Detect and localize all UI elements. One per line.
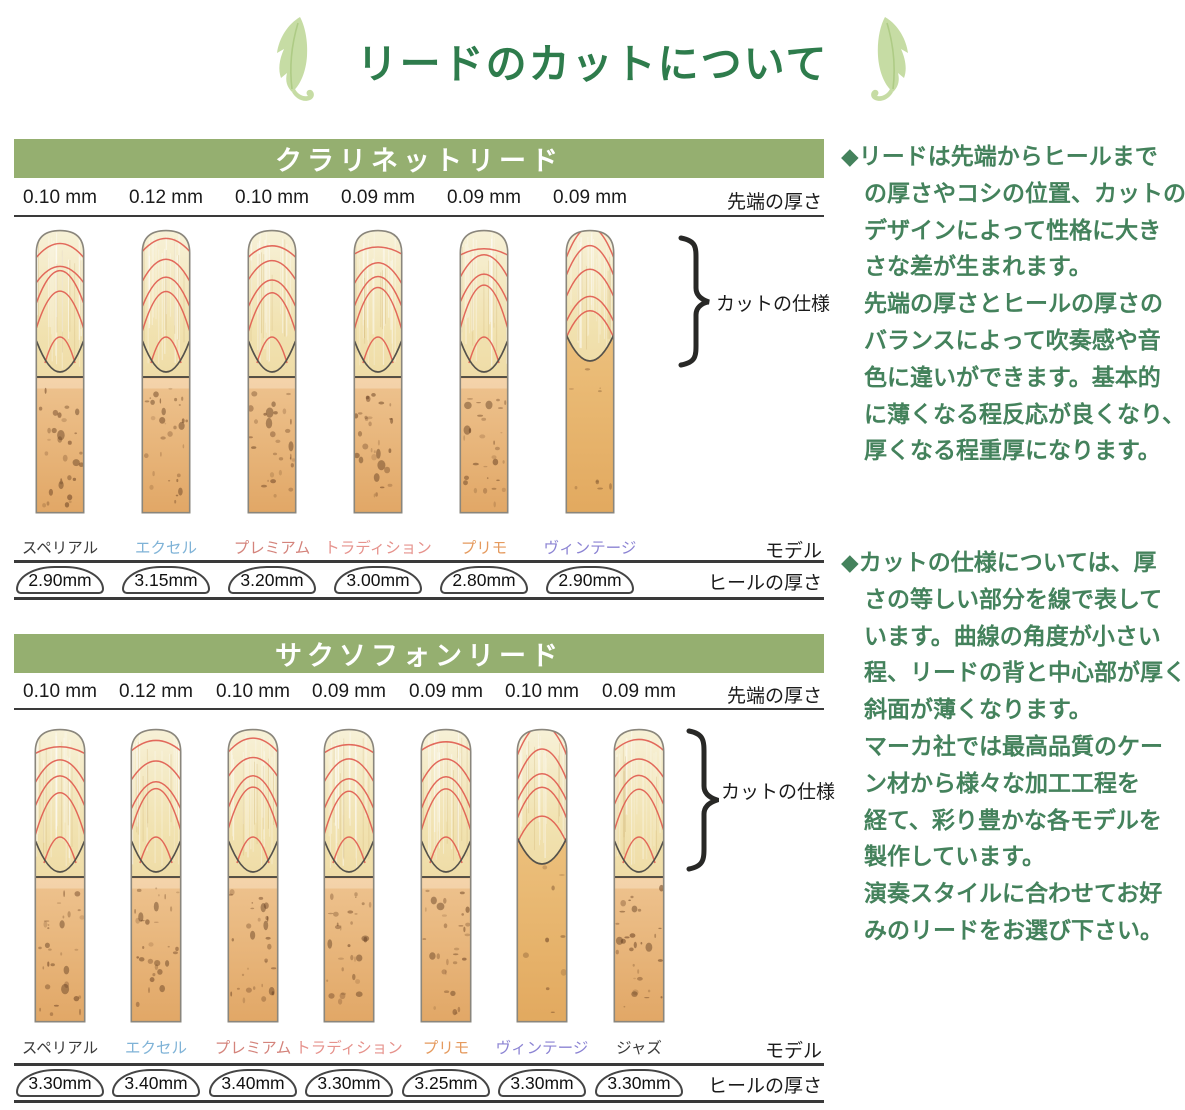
tip-thickness-row-clarinet: 0.10 mm 0.12 mm 0.10 mm 0.09 mm 0.09 mm 0.09 … [14, 187, 824, 217]
model-row-clarinet: スペリアル エクセル プレミアム トラディション プリモ ヴィンテージ モデル [14, 536, 824, 566]
model-name: スペリアル [21, 1040, 99, 1057]
reed-トラディション [353, 228, 403, 519]
reed-image [613, 728, 665, 1023]
heel-thickness-badge: 3.25mm [402, 1069, 490, 1097]
model-name: プリモ [422, 1040, 470, 1057]
heel-thickness-badge: 2.90mm [16, 566, 104, 594]
reed-プレミアム [227, 727, 279, 1028]
tip-thickness-row-saxophone: 0.10 mm 0.12 mm 0.10 mm 0.09 mm 0.09 mm 0.10 … [14, 681, 824, 711]
tip-thickness-value: 0.09 mm [409, 681, 483, 702]
model-name: エクセル [124, 1040, 188, 1057]
reed-トラディション [323, 727, 375, 1028]
heel-thickness-badge: 3.30mm [16, 1069, 104, 1097]
page-title: リードのカットについて [356, 41, 829, 87]
reed-image [565, 229, 615, 514]
divider-line [14, 215, 824, 217]
heel-thickness-badge: 2.80mm [440, 566, 528, 594]
reed-プリモ [420, 727, 472, 1028]
heel-thickness-badge: 3.20mm [228, 566, 316, 594]
heel-thickness-badge: 3.30mm [498, 1069, 586, 1097]
heel-thickness-badge: 3.40mm [112, 1069, 200, 1097]
brace-icon [675, 235, 711, 373]
divider-line [14, 560, 824, 563]
tip-thickness-value: 0.12 mm [119, 681, 193, 702]
reed-image [323, 728, 375, 1023]
tip-thickness-value: 0.10 mm [23, 187, 97, 208]
tip-thickness-value: 0.09 mm [341, 187, 415, 208]
model-name: トラディション [295, 1040, 403, 1057]
heel-thickness-label: ヒールの厚さ [707, 573, 822, 594]
cut-spec-label: カットの仕様 [716, 294, 831, 315]
reed-エクセル [141, 228, 191, 519]
leaf-icon-right [866, 15, 918, 105]
page-header: リードのカットについて [0, 12, 1185, 108]
reed-エクセル [130, 727, 182, 1028]
reed-image [35, 229, 85, 514]
model-name: ヴィンテージ [495, 1040, 589, 1057]
divider-line [14, 1100, 824, 1103]
tip-thickness-value: 0.12 mm [129, 187, 203, 208]
reed-image [459, 229, 509, 514]
reed-ヴィンテージ [516, 727, 568, 1028]
heel-thickness-badge: 3.40mm [209, 1069, 297, 1097]
tip-thickness-value: 0.09 mm [602, 681, 676, 702]
heel-thickness-badge: 3.30mm [305, 1069, 393, 1097]
leaf-icon-left [267, 15, 319, 105]
tip-thickness-label: 先端の厚さ [726, 192, 822, 213]
note-paragraph-2: ◆カットの仕様については、厚 さの等しい部分を線で表して います。曲線の角度が小… [841, 549, 1185, 943]
model-name: ジャズ [616, 1040, 662, 1057]
tip-thickness-value: 0.10 mm [505, 681, 579, 702]
divider-line [14, 1063, 824, 1066]
reed-image [130, 728, 182, 1023]
heel-thickness-row-saxophone: 3.30mm 3.40mm 3.40mm 3.30mm 3.25mm 3.30mm 3.30… [14, 1069, 824, 1099]
reed-ジャズ [613, 727, 665, 1028]
cut-spec-label: カットの仕様 [721, 782, 836, 803]
section-header-clarinet: クラリネットリード [14, 139, 824, 178]
model-label: モデル [764, 541, 822, 562]
model-name: プレミアム [214, 1040, 292, 1057]
reed-image [420, 728, 472, 1023]
heel-thickness-badge: 2.90mm [546, 566, 634, 594]
section-header-saxophone: サクソフォンリード [14, 634, 824, 673]
heel-thickness-row-clarinet: 2.90mm 3.15mm 3.20mm 3.00mm 2.80mm 2.90mm ヒールの… [14, 566, 824, 596]
heel-thickness-badge: 3.30mm [595, 1069, 683, 1097]
reed-ヴィンテージ [565, 228, 615, 519]
tip-thickness-value: 0.09 mm [553, 187, 627, 208]
reed-プレミアム [247, 228, 297, 519]
heel-thickness-label: ヒールの厚さ [707, 1076, 822, 1097]
model-row-saxophone: スペリアル エクセル プレミアム トラディション プリモ ヴィンテージ ジャズ モデル [14, 1036, 824, 1066]
reed-スペリアル [34, 727, 86, 1028]
reed-image [34, 728, 86, 1023]
tip-thickness-value: 0.10 mm [235, 187, 309, 208]
tip-thickness-value: 0.10 mm [216, 681, 290, 702]
reed-image [227, 728, 279, 1023]
reed-image [141, 229, 191, 514]
brace-icon [683, 728, 725, 877]
model-name: トラディション [324, 540, 432, 557]
reed-image [516, 728, 568, 1023]
model-label: モデル [764, 1041, 822, 1062]
model-name: スペリアル [21, 540, 99, 557]
model-name: プレミアム [233, 540, 311, 557]
tip-thickness-label: 先端の厚さ [726, 686, 822, 707]
reed-プリモ [459, 228, 509, 519]
divider-line [14, 708, 824, 710]
reed-images-row-saxophone [14, 727, 824, 1023]
model-name: ヴィンテージ [543, 540, 637, 557]
reed-スペリアル [35, 228, 85, 519]
tip-thickness-value: 0.09 mm [447, 187, 521, 208]
reed-image [247, 229, 297, 514]
reed-image [353, 229, 403, 514]
note-paragraph-1: ◆リードは先端からヒールまで の厚さやコシの位置、カットの デザインによって性格… [841, 143, 1185, 464]
tip-thickness-value: 0.10 mm [23, 681, 97, 702]
tip-thickness-value: 0.09 mm [312, 681, 386, 702]
heel-thickness-badge: 3.15mm [122, 566, 210, 594]
model-name: エクセル [134, 540, 198, 557]
divider-line [14, 597, 824, 600]
model-name: プリモ [460, 540, 508, 557]
heel-thickness-badge: 3.00mm [334, 566, 422, 594]
reed-images-row-clarinet [14, 228, 824, 514]
